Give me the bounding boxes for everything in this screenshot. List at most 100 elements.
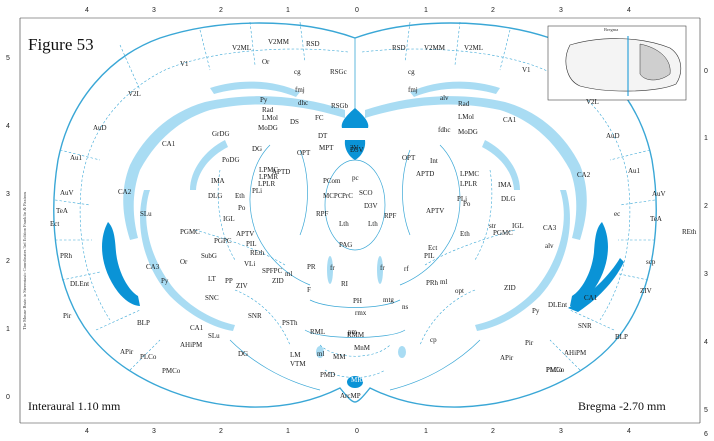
brain-outline	[53, 22, 657, 408]
region-label: DS	[290, 118, 299, 126]
region-label: AuD	[93, 124, 107, 132]
region-label: Py	[260, 96, 268, 104]
region-label: APTV	[426, 207, 444, 215]
left-tick: 1	[6, 326, 10, 333]
region-label: MM	[333, 353, 346, 361]
side-credit: The Mouse Brain in Stereotaxic Coordinat…	[22, 192, 27, 330]
region-label: PRh	[60, 252, 73, 260]
region-label: APTD	[416, 170, 434, 178]
region-label: Po	[463, 200, 471, 208]
region-label: OPT	[402, 154, 416, 162]
region-label: DLG	[501, 195, 515, 203]
region-label: SNC	[205, 294, 219, 302]
top-tick: 4	[85, 7, 89, 14]
region-label: Lth	[339, 220, 349, 228]
region-label: fmj	[295, 86, 305, 94]
region-label: SNR	[248, 312, 262, 320]
region-label: Ect	[50, 220, 59, 228]
region-label: V2L	[586, 98, 599, 106]
region-label: V2ML	[232, 44, 251, 52]
region-label: VTM	[290, 360, 306, 368]
bregma-coordinate: Bregma -2.70 mm	[578, 399, 666, 413]
region-label: LPLR	[460, 180, 477, 188]
left-tick: 0	[6, 394, 10, 401]
region-label: RSD	[306, 40, 320, 48]
figure-label: Figure 53	[28, 35, 94, 54]
region-label: cg	[408, 68, 415, 76]
region-label: LPMC	[460, 170, 479, 178]
left-tick: 2	[6, 258, 10, 265]
top-tick: 0	[355, 7, 359, 14]
region-label: GrDG	[212, 130, 230, 138]
region-label: LV	[582, 322, 591, 330]
region-label: Py	[161, 277, 169, 285]
region-label: fr	[330, 264, 335, 272]
region-label: PGMC	[180, 228, 200, 236]
bottom-tick: 1	[424, 428, 428, 435]
region-label: Or	[180, 258, 188, 266]
region-label: Eth	[235, 192, 245, 200]
region-label: PLCo	[546, 366, 563, 374]
region-label: scp	[646, 258, 656, 266]
region-label: Lth	[368, 220, 378, 228]
bottom-tick: 2	[219, 428, 223, 435]
region-label: PCom	[323, 177, 341, 185]
region-label: PMD	[320, 371, 335, 379]
right-tick: 2	[704, 203, 708, 210]
region-label: SLu	[140, 210, 152, 218]
region-label: DG	[252, 145, 262, 153]
right-tick: 5	[704, 407, 708, 414]
region-label: DLG	[208, 192, 222, 200]
bottom-tick: 4	[85, 428, 89, 435]
region-label: Au1	[70, 154, 83, 162]
region-label: CA1	[503, 116, 517, 124]
region-label: PLi	[252, 187, 262, 195]
region-label: V1	[180, 60, 189, 68]
region-label: AuV	[652, 190, 666, 198]
bottom-tick: 2	[491, 428, 495, 435]
region-label: CA1	[162, 140, 176, 148]
region-label: TeA	[650, 215, 662, 223]
region-label: REth	[250, 249, 265, 257]
region-label: AHiPM	[564, 349, 587, 357]
region-label: PIL	[246, 240, 257, 248]
region-label: RI	[341, 280, 349, 288]
region-label: AuD	[606, 132, 620, 140]
region-label: APTV	[236, 230, 254, 238]
region-label: dhc	[298, 99, 308, 107]
region-label: RPF	[316, 210, 329, 218]
region-label: V2L	[128, 90, 141, 98]
region-label: RPF	[384, 212, 397, 220]
region-label: PRh	[426, 279, 439, 287]
region-label: PoDG	[222, 156, 240, 164]
top-tick: 1	[424, 7, 428, 14]
region-label: PGMC	[493, 229, 513, 237]
region-label: PMCo	[162, 367, 181, 375]
region-label: V2ML	[464, 44, 483, 52]
region-label: IGL	[512, 222, 524, 230]
region-label: PAG	[339, 241, 352, 249]
region-label: OPT	[297, 149, 311, 157]
region-label: rmx	[355, 309, 367, 317]
region-label: ns	[402, 303, 409, 311]
hippocampal-fibres	[123, 81, 587, 358]
region-label: LT	[208, 275, 217, 283]
region-label: mtg	[383, 296, 394, 304]
region-label: LM	[290, 351, 301, 359]
region-label: rf	[404, 265, 409, 273]
region-label: ArcMP	[340, 392, 361, 400]
region-label: RSD	[392, 44, 406, 52]
region-label: Ect	[428, 244, 437, 252]
region-label: 3V	[350, 144, 359, 152]
right-tick: 6	[704, 431, 708, 438]
region-label: LMol	[458, 113, 474, 121]
region-label: Au1	[628, 167, 641, 175]
top-tick: 2	[491, 7, 495, 14]
left-tick: 4	[6, 123, 10, 130]
region-label: Pir	[63, 312, 72, 320]
region-label: MnM	[354, 344, 371, 352]
region-label: Rad	[458, 100, 470, 108]
